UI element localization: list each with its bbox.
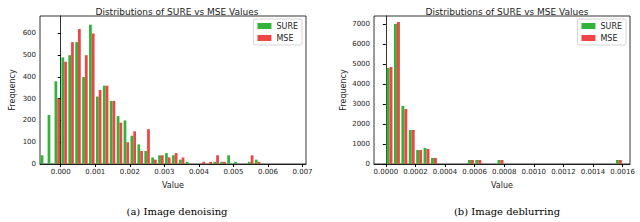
svg-text:0.0014: 0.0014 bbox=[581, 168, 606, 176]
svg-text:100: 100 bbox=[23, 138, 36, 146]
svg-text:Value: Value bbox=[162, 181, 184, 190]
svg-text:(a) Image denoising: (a) Image denoising bbox=[127, 206, 229, 217]
svg-text:0.0006: 0.0006 bbox=[462, 168, 487, 176]
svg-text:400: 400 bbox=[23, 73, 36, 81]
svg-text:0.0004: 0.0004 bbox=[433, 168, 458, 176]
svg-text:0.0016: 0.0016 bbox=[610, 168, 635, 176]
svg-text:(b) Image deblurring: (b) Image deblurring bbox=[454, 206, 561, 217]
svg-text:2000: 2000 bbox=[352, 120, 370, 128]
svg-text:Frequency: Frequency bbox=[8, 69, 17, 111]
svg-text:Frequency: Frequency bbox=[339, 69, 348, 111]
svg-text:0: 0 bbox=[32, 160, 36, 168]
svg-text:0.0008: 0.0008 bbox=[492, 168, 517, 176]
svg-text:0.007: 0.007 bbox=[293, 168, 313, 176]
svg-text:0.002: 0.002 bbox=[120, 168, 140, 176]
svg-text:Distributions of SURE vs MSE V: Distributions of SURE vs MSE Values bbox=[426, 7, 589, 17]
svg-text:5000: 5000 bbox=[352, 60, 370, 68]
svg-text:200: 200 bbox=[23, 116, 36, 124]
svg-text:7000: 7000 bbox=[352, 20, 370, 28]
svg-text:0.0010: 0.0010 bbox=[522, 168, 547, 176]
svg-text:0.0012: 0.0012 bbox=[551, 168, 576, 176]
svg-text:500: 500 bbox=[23, 51, 36, 59]
svg-text:0.000: 0.000 bbox=[51, 168, 71, 176]
svg-text:0.005: 0.005 bbox=[223, 168, 243, 176]
svg-text:SURE: SURE bbox=[600, 22, 622, 31]
svg-text:0.0000: 0.0000 bbox=[374, 168, 399, 176]
svg-text:Distributions of SURE vs MSE V: Distributions of SURE vs MSE Values bbox=[96, 7, 259, 17]
svg-text:0.006: 0.006 bbox=[258, 168, 279, 176]
svg-text:3000: 3000 bbox=[352, 100, 370, 108]
svg-text:4000: 4000 bbox=[352, 80, 370, 88]
svg-text:MSE: MSE bbox=[600, 34, 617, 43]
svg-text:0.004: 0.004 bbox=[189, 168, 210, 176]
svg-text:0.003: 0.003 bbox=[154, 168, 174, 176]
svg-text:600: 600 bbox=[23, 29, 36, 37]
svg-text:0: 0 bbox=[366, 160, 370, 168]
svg-text:300: 300 bbox=[23, 95, 36, 103]
svg-text:1000: 1000 bbox=[352, 140, 370, 148]
svg-text:SURE: SURE bbox=[276, 22, 298, 31]
svg-text:0.0002: 0.0002 bbox=[403, 168, 428, 176]
svg-text:6000: 6000 bbox=[352, 40, 370, 48]
svg-text:Value: Value bbox=[491, 181, 513, 190]
svg-text:MSE: MSE bbox=[276, 34, 293, 43]
svg-text:0.001: 0.001 bbox=[85, 168, 105, 176]
